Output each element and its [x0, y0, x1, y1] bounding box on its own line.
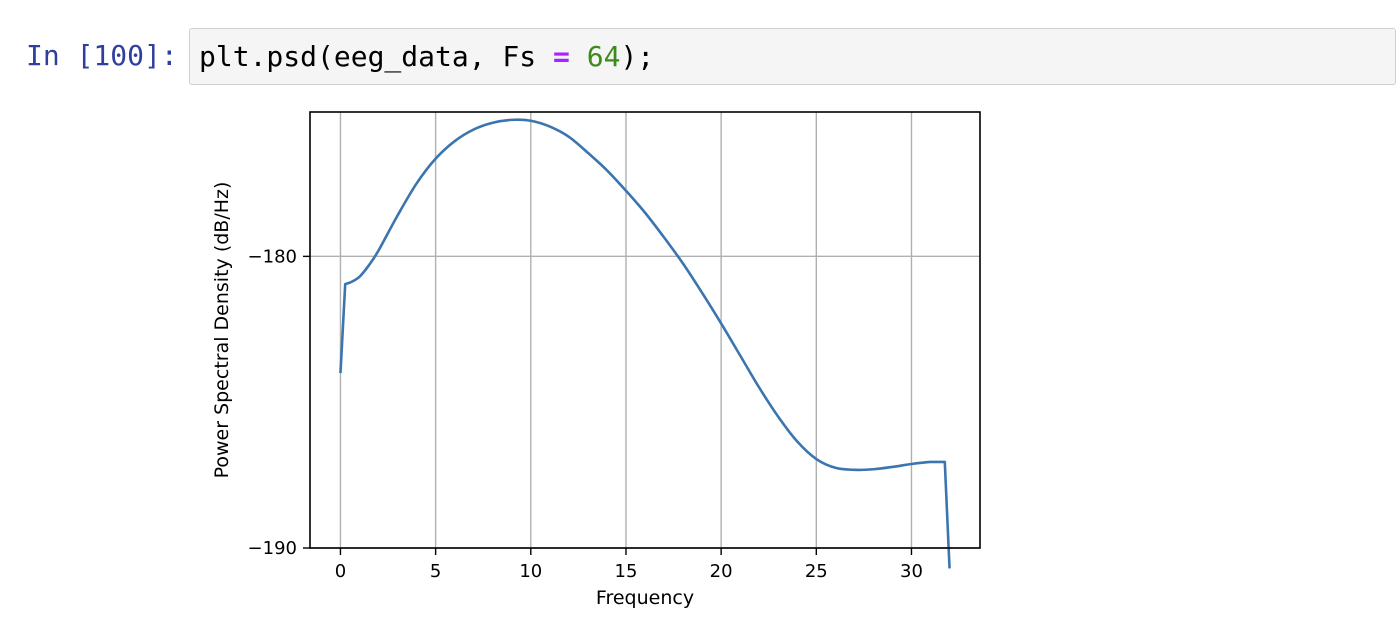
y-tick-label: −180 [248, 246, 297, 267]
x-tick-label: 25 [805, 561, 828, 582]
tick-layer: 0 5 10 15 20 25 30 −190 −180 [248, 246, 923, 582]
x-tick-label: 20 [710, 561, 733, 582]
code-call: plt.psd(eeg_data, Fs [199, 40, 554, 73]
code-space [570, 40, 587, 73]
code-operator: = [553, 40, 570, 73]
y-tick-label: −190 [248, 538, 297, 559]
psd-chart: 0 5 10 15 20 25 30 −190 −180 Frequency Power Spe… [211, 111, 981, 609]
code-cell-input[interactable]: plt.psd(eeg_data, Fs = 64); [189, 28, 1396, 85]
cell-output: 0 5 10 15 20 25 30 −190 −180 Frequency Power Spe… [0, 100, 1000, 624]
x-tick-label: 15 [615, 561, 638, 582]
line-layer [339, 118, 951, 569]
x-tick-label: 5 [430, 561, 441, 582]
y-axis-label: Power Spectral Density (dB/Hz) [211, 182, 233, 479]
code-number: 64 [586, 40, 621, 73]
x-axis-label: Frequency [596, 587, 694, 609]
plot-frame [309, 111, 981, 549]
grid-layer [310, 112, 980, 549]
x-tick-label: 0 [335, 561, 346, 582]
x-tick-label: 30 [900, 561, 923, 582]
x-tick-label: 10 [519, 561, 542, 582]
input-prompt: In [100]: [26, 39, 178, 72]
code-tail: ); [620, 40, 655, 73]
psd-series-line [339, 118, 951, 569]
code-line: plt.psd(eeg_data, Fs = 64); [199, 37, 654, 77]
